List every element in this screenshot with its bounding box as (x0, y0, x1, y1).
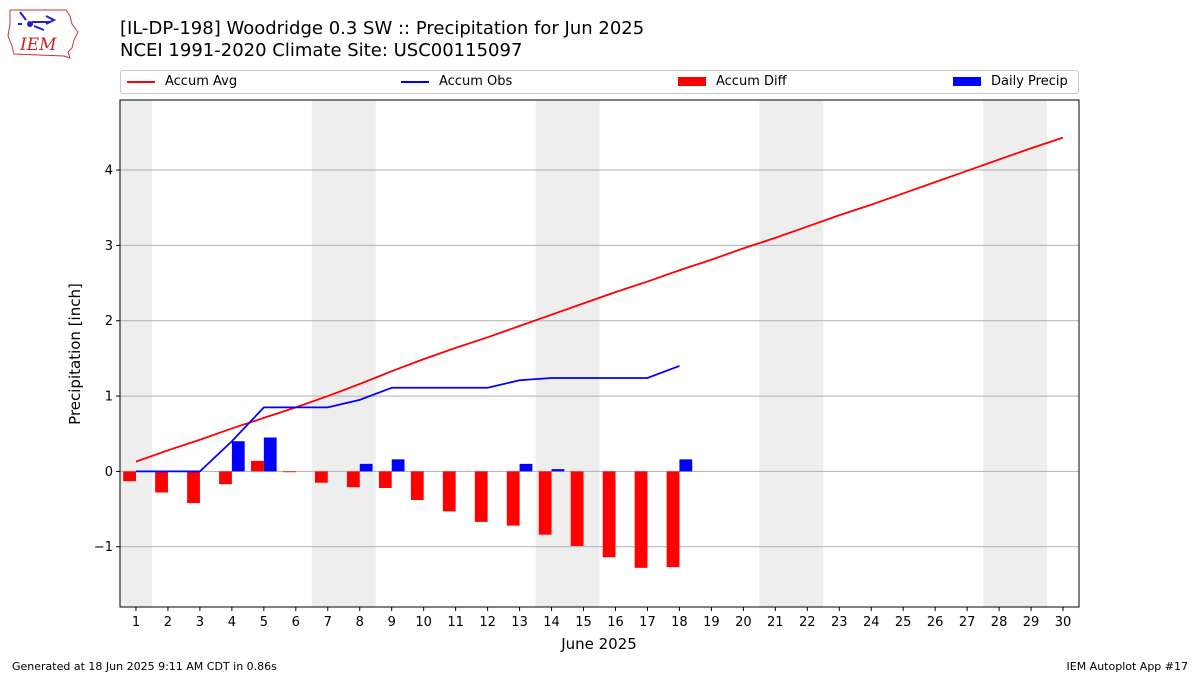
diff-bar-day-9 (378, 471, 392, 488)
accum-obs-line (135, 365, 680, 473)
x-tick-label-6: 6 (292, 615, 300, 630)
weekend-band-4 (983, 100, 1048, 607)
accum-diff-bars (123, 460, 680, 568)
x-tick-label-19: 19 (703, 615, 720, 630)
x-tick-label-9: 9 (388, 615, 396, 630)
x-axis: 1 2 3 4 5 6 7 8 9 10 11 12 13 14 15 16 17 18 19 20 21 22 23 24 2… (132, 607, 1071, 630)
chart-subtitle: NCEI 1991-2020 Climate Site: USC00115097 (120, 40, 523, 61)
y-tick-label-1: 0 (105, 465, 113, 480)
legend-swatch-accum-diff (678, 77, 706, 86)
x-tick-label-17: 17 (639, 615, 656, 630)
chart-legend: Accum Avg Accum Obs Accum Diff Daily Pre… (120, 70, 1079, 94)
diff-bar-day-15 (570, 471, 584, 546)
x-tick-label-14: 14 (543, 615, 560, 630)
x-tick-label-5: 5 (260, 615, 268, 630)
x-tick-label-16: 16 (607, 615, 624, 630)
y-tick-label-4: 3 (105, 239, 113, 254)
daily-precip-bars (231, 437, 693, 472)
daily-bar-day-9 (391, 459, 405, 472)
y-axis: −1 0 1 2 3 4 (94, 164, 120, 555)
x-tick-label-8: 8 (356, 615, 364, 630)
diff-bar-day-3 (187, 471, 200, 504)
y-axis-label: Precipitation [inch] (66, 283, 84, 425)
legend-label-accum-diff: Accum Diff (716, 74, 787, 89)
x-tick-label-3: 3 (196, 615, 204, 630)
x-tick-label-13: 13 (511, 615, 528, 630)
daily-bar-day-5 (263, 437, 277, 472)
legend-label-accum-avg: Accum Avg (165, 74, 238, 89)
legend-swatch-daily-precip (953, 77, 981, 86)
weekend-band-1 (311, 100, 376, 607)
x-tick-label-30: 30 (1055, 615, 1072, 630)
footer-generated: Generated at 18 Jun 2025 9:11 AM CDT in … (12, 660, 277, 673)
diff-bar-day-4 (219, 471, 232, 485)
legend-label-daily-precip: Daily Precip (991, 74, 1068, 89)
diff-bar-day-18 (666, 471, 680, 568)
chart-title: [IL-DP-198] Woodridge 0.3 SW :: Precipit… (120, 18, 645, 39)
x-tick-label-15: 15 (575, 615, 592, 630)
diff-bar-day-16 (602, 471, 616, 558)
plot-frame (119, 99, 1080, 608)
diff-bar-day-1 (123, 471, 136, 482)
legend-item-daily-precip: Daily Precip (953, 74, 1068, 90)
footer-app: IEM Autoplot App #17 (1066, 660, 1189, 673)
y-tick-label-2: 1 (105, 390, 113, 405)
diff-bar-day-11 (442, 471, 456, 512)
x-tick-label-1: 1 (132, 615, 140, 630)
legend-item-accum-diff: Accum Diff (678, 74, 787, 90)
weekend-band-3 (759, 100, 824, 607)
x-tick-label-20: 20 (735, 615, 752, 630)
weekend-band-0 (120, 100, 152, 607)
x-tick-label-25: 25 (895, 615, 912, 630)
x-tick-label-29: 29 (1023, 615, 1040, 630)
x-tick-label-21: 21 (767, 615, 784, 630)
diff-bar-day-13 (506, 471, 520, 526)
x-tick-label-26: 26 (927, 615, 944, 630)
diff-bar-day-6 (283, 471, 296, 473)
legend-swatch-accum-avg (127, 80, 155, 83)
diff-bar-day-14 (538, 471, 552, 535)
legend-item-accum-avg: Accum Avg (127, 74, 237, 90)
diff-bar-day-8 (346, 471, 360, 488)
x-tick-label-4: 4 (228, 615, 236, 630)
diff-bar-day-12 (474, 471, 488, 522)
x-axis-label: June 2025 (560, 635, 637, 653)
legend-item-accum-obs: Accum Obs (401, 74, 512, 90)
series-lines (135, 136, 1064, 473)
logo-text: IEM (19, 35, 57, 55)
daily-bar-day-8 (359, 463, 373, 472)
y-tick-label-5: 4 (105, 164, 113, 179)
diff-bar-day-5 (251, 460, 264, 472)
weather-icon (18, 11, 57, 31)
x-tick-label-24: 24 (863, 615, 880, 630)
x-tick-label-11: 11 (447, 615, 464, 630)
accum-avg-line (135, 136, 1064, 463)
legend-swatch-accum-obs (401, 80, 429, 83)
x-tick-label-27: 27 (959, 615, 976, 630)
grid-lines (120, 169, 1079, 548)
y-tick-label-0: −1 (94, 540, 113, 555)
diff-bar-day-2 (155, 471, 168, 493)
daily-bar-day-13 (519, 463, 533, 472)
legend-label-accum-obs: Accum Obs (439, 74, 513, 89)
iowa-outline-icon (7, 9, 79, 59)
x-tick-label-18: 18 (671, 615, 688, 630)
daily-bar-day-4 (231, 441, 245, 472)
x-tick-label-22: 22 (799, 615, 816, 630)
x-tick-label-28: 28 (991, 615, 1008, 630)
x-tick-label-2: 2 (164, 615, 172, 630)
daily-bar-day-18 (679, 459, 693, 472)
x-tick-label-23: 23 (831, 615, 848, 630)
y-tick-label-3: 2 (105, 314, 113, 329)
x-tick-label-10: 10 (415, 615, 432, 630)
diff-bar-day-7 (314, 471, 328, 483)
x-tick-label-7: 7 (324, 615, 332, 630)
sun-icon (27, 21, 33, 27)
diff-bar-day-10 (410, 471, 424, 501)
x-tick-label-12: 12 (479, 615, 496, 630)
iem-logo: IEM (7, 9, 79, 59)
daily-bar-day-14 (551, 469, 565, 472)
diff-bar-day-17 (634, 471, 648, 568)
